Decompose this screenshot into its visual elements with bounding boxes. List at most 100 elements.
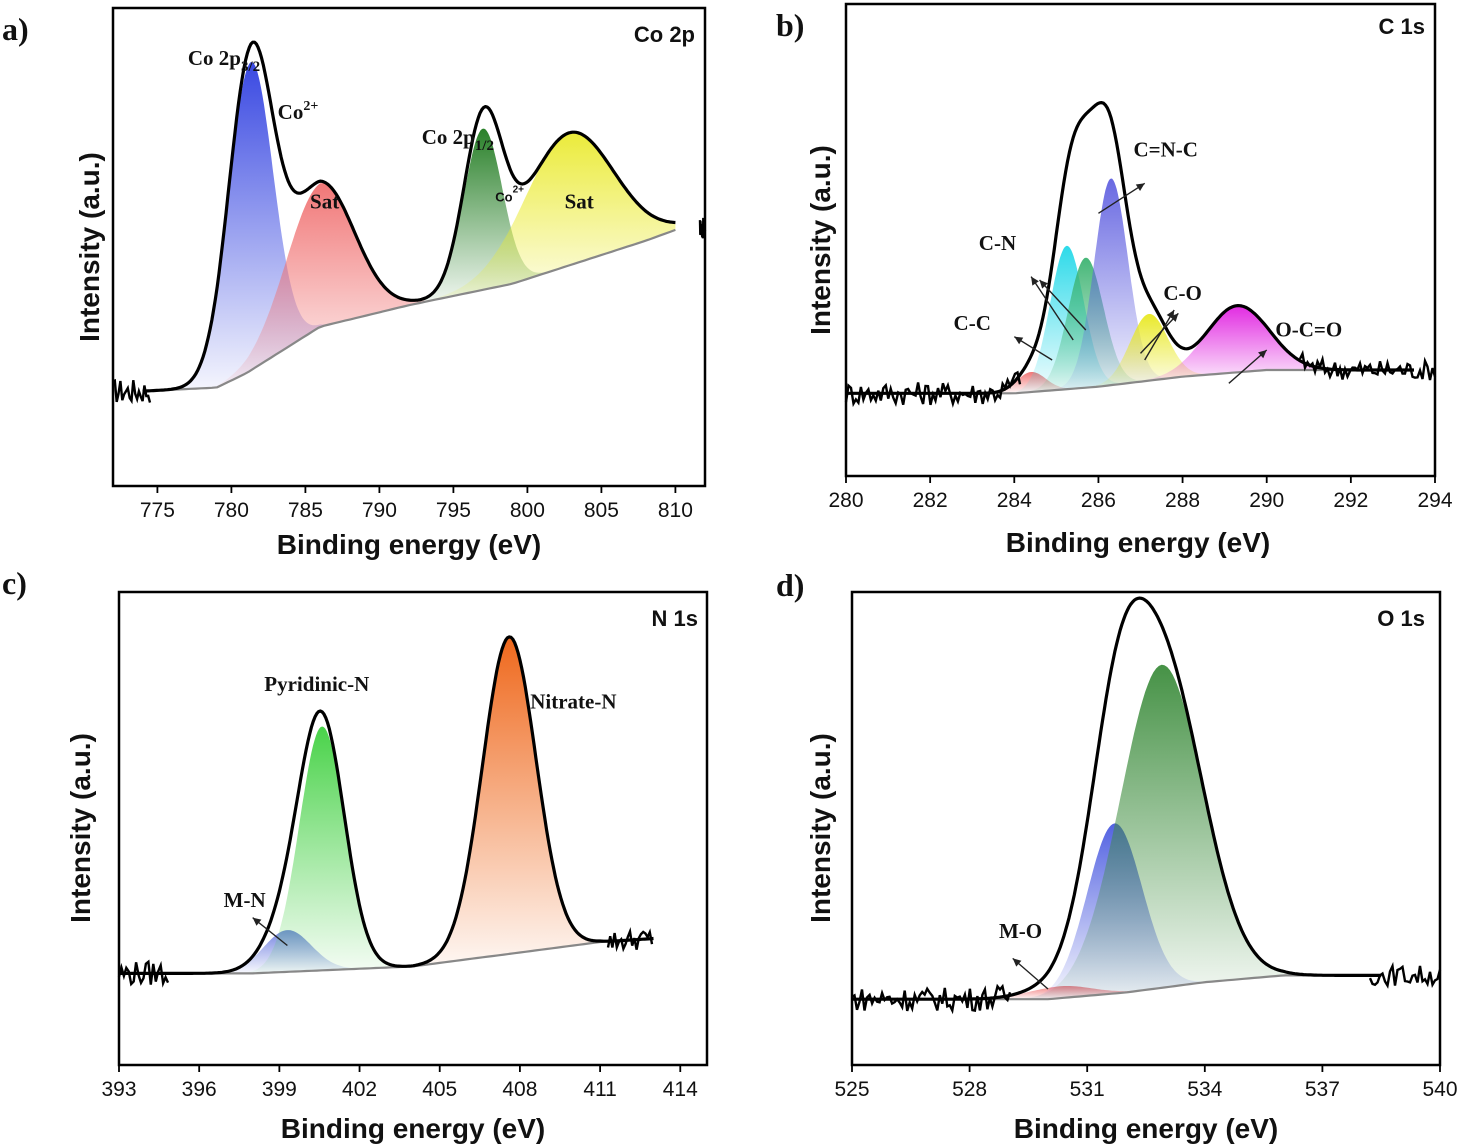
x-tick-label: 408	[502, 1078, 537, 1101]
arrowhead	[1039, 280, 1048, 289]
raw-data-segment	[117, 959, 170, 988]
x-tick-label: 402	[342, 1078, 377, 1101]
x-tick-label: 780	[214, 499, 249, 522]
peak-annotation: M-N	[224, 888, 266, 912]
raw-data-segment	[112, 378, 152, 405]
x-tick-label: 282	[913, 489, 948, 512]
panel-b-label: b)	[776, 7, 804, 43]
peak-annotation: Sat	[565, 189, 594, 213]
peak-annotation: Co2+	[278, 99, 319, 124]
panel-a-ylabel: Intensity (a.u.)	[74, 152, 105, 342]
peak-annotation: Sat	[310, 189, 339, 213]
panel-c: c) N 1s Binding energy (eV) Intensity (a…	[2, 565, 709, 1144]
arrowhead	[252, 917, 262, 926]
x-tick-label: 290	[1249, 489, 1284, 512]
x-tick-label: 393	[101, 1078, 136, 1101]
x-tick-label: 775	[140, 499, 175, 522]
panel-b-xlabel: Binding energy (eV)	[1006, 527, 1270, 558]
arrowhead	[1135, 183, 1145, 192]
panel-b-frame	[844, 2, 1437, 478]
peak-annotation: C-O	[1163, 281, 1202, 305]
panel-b-ylabel: Intensity (a.u.)	[805, 145, 836, 335]
x-tick-label: 399	[262, 1078, 297, 1101]
panel-d-label: d)	[776, 567, 804, 603]
panel-c-element-label: N 1s	[652, 606, 698, 631]
x-tick-label: 785	[288, 499, 323, 522]
panel-d-ylabel: Intensity (a.u.)	[805, 733, 836, 923]
annotation-arrow	[1030, 276, 1074, 341]
component-peak-3	[997, 664, 1327, 1000]
raw-data-segment	[1368, 961, 1442, 989]
fit-envelope-line	[142, 40, 676, 393]
peak-annotation: Pyridinic-N	[264, 672, 369, 696]
component-peak-2	[184, 183, 457, 390]
x-tick-label: 292	[1333, 489, 1368, 512]
x-tick-label: 528	[952, 1078, 987, 1101]
peak-annotation: M-O	[999, 919, 1042, 943]
annotation-arrow	[1228, 349, 1268, 384]
arrowhead	[1012, 958, 1022, 967]
x-tick-label: 795	[436, 499, 471, 522]
x-tick-label: 411	[583, 1078, 616, 1101]
component-peak-4	[1043, 178, 1179, 391]
x-tick-label: 280	[828, 489, 863, 512]
panel-c-frame	[117, 590, 709, 1067]
panel-a-element-label: Co 2p	[634, 22, 695, 47]
panel-d: d) O 1s Binding energy (eV) Intensity (a…	[776, 567, 1458, 1144]
annotation-arrow	[1144, 309, 1175, 361]
x-tick-label: 396	[182, 1078, 217, 1101]
x-tick-label: 540	[1422, 1078, 1457, 1101]
x-tick-label: 810	[658, 499, 693, 522]
panel-c-ylabel: Intensity (a.u.)	[65, 733, 96, 923]
arrowhead	[1014, 336, 1024, 345]
peak-annotation: C-C	[954, 311, 991, 335]
panel-b: b) C 1s Binding energy (eV) Intensity (a…	[776, 2, 1453, 558]
x-tick-label: 288	[1165, 489, 1200, 512]
panel-b-plot: 280 282 284 286 288 290 292 294 C=N-C C-N C-C C-O O-…	[828, 101, 1453, 512]
x-tick-label: 414	[663, 1078, 698, 1101]
x-tick-label: 405	[422, 1078, 457, 1101]
raw-data-segment	[1298, 349, 1437, 381]
raw-data-segment	[698, 217, 707, 239]
arrowhead	[1169, 313, 1179, 322]
panel-d-frame	[850, 590, 1442, 1067]
annotation-arrow	[1098, 182, 1146, 214]
arrowhead	[1031, 276, 1039, 286]
peak-annotation: O-C=O	[1275, 318, 1342, 342]
panel-d-xlabel: Binding energy (eV)	[1014, 1113, 1278, 1144]
raw-data-segment	[606, 926, 654, 953]
x-tick-label: 805	[584, 499, 619, 522]
x-tick-label: 294	[1417, 489, 1452, 512]
x-tick-label: 534	[1187, 1078, 1222, 1101]
x-tick-label: 800	[510, 499, 545, 522]
panel-b-element-label: C 1s	[1379, 14, 1425, 39]
peak-annotation: C=N-C	[1134, 138, 1198, 162]
panel-c-plot: 393 396 399 402 405 408 411 414 Pyridinic-N Nitra…	[101, 635, 698, 1101]
x-tick-label: 284	[997, 489, 1032, 512]
x-tick-label: 525	[834, 1078, 869, 1101]
annotation-arrow	[1139, 312, 1179, 354]
fit-envelope-line	[119, 635, 654, 975]
x-tick-label: 790	[362, 499, 397, 522]
panel-a-frame	[111, 6, 707, 488]
annotation-arrow	[1039, 279, 1087, 331]
raw-data-segment	[844, 370, 1022, 408]
panel-c-xlabel: Binding energy (eV)	[281, 1113, 545, 1144]
x-tick-label: 286	[1081, 489, 1116, 512]
x-tick-label: 531	[1070, 1078, 1105, 1101]
component-peak-3	[402, 636, 617, 967]
panel-a: a) Co 2p Binding energy (eV) Intensity (…	[2, 6, 707, 560]
peak-annotation: Nitrate-N	[530, 690, 616, 714]
panel-d-element-label: O 1s	[1377, 606, 1425, 631]
panel-d-plot: 525 528 531 534 537 540 M-O	[834, 596, 1458, 1101]
peak-annotation: C-N	[979, 231, 1016, 255]
component-peak-4	[391, 132, 676, 310]
component-peak-6	[1111, 305, 1364, 386]
arrowhead	[1258, 350, 1267, 359]
background-line	[142, 228, 676, 393]
raw-data-segment	[851, 983, 1012, 1015]
panel-a-label: a)	[2, 11, 29, 47]
component-peak-2	[231, 726, 413, 974]
